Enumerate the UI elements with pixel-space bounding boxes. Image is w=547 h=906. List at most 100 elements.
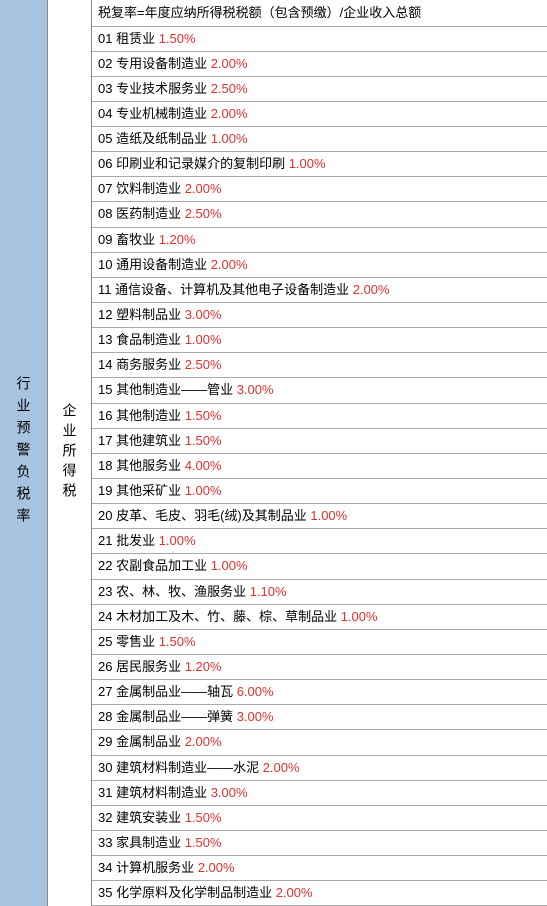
category-label: 行业预警负税率 [14, 376, 34, 530]
row-number: 19 [98, 483, 116, 498]
table-row: 06 印刷业和记录媒介的复制印刷 1.00% [92, 152, 547, 177]
tax-rate: 1.00% [185, 483, 222, 498]
industry-label: 计算机服务业 [116, 860, 198, 875]
table-row: 10 通用设备制造业 2.00% [92, 253, 547, 278]
row-number: 28 [98, 709, 116, 724]
industry-label: 专业机械制造业 [116, 106, 211, 121]
row-number: 26 [98, 659, 116, 674]
table-row: 22 农副食品加工业 1.00% [92, 554, 547, 579]
tax-rate: 2.00% [185, 734, 222, 749]
row-number: 35 [98, 885, 116, 900]
category-column: 行业预警负税率 [0, 0, 48, 906]
tax-rate: 3.00% [237, 709, 274, 724]
row-number: 05 [98, 131, 116, 146]
table-row: 07 饮料制造业 2.00% [92, 177, 547, 202]
row-number: 23 [98, 584, 116, 599]
table-row: 21 批发业 1.00% [92, 529, 547, 554]
row-number: 02 [98, 56, 116, 71]
rows-container: 01 租赁业 1.50% 02 专用设备制造业 2.00% 03 专业技术服务业 2… [92, 27, 547, 906]
table-row: 33 家具制造业 1.50% [92, 831, 547, 856]
row-number: 12 [98, 307, 116, 322]
table-row: 09 畜牧业 1.20% [92, 228, 547, 253]
tax-rate: 1.50% [159, 31, 196, 46]
row-number: 14 [98, 357, 116, 372]
row-number: 21 [98, 533, 116, 548]
table-row: 04 专业机械制造业 2.00% [92, 102, 547, 127]
industry-label: 农副食品加工业 [116, 558, 211, 573]
table-row: 18 其他服务业 4.00% [92, 454, 547, 479]
industry-label: 建筑材料制造业 [116, 785, 211, 800]
industry-label: 商务服务业 [116, 357, 185, 372]
row-number: 20 [98, 508, 116, 523]
row-number: 01 [98, 31, 116, 46]
table-row: 19 其他采矿业 1.00% [92, 479, 547, 504]
tax-rate: 1.00% [341, 609, 378, 624]
row-number: 06 [98, 156, 116, 171]
row-number: 04 [98, 106, 116, 121]
tax-rate: 2.00% [211, 56, 248, 71]
industry-label: 塑料制品业 [116, 307, 185, 322]
row-number: 03 [98, 81, 116, 96]
industry-label: 其他服务业 [116, 458, 185, 473]
row-number: 22 [98, 558, 116, 573]
tax-rate: 1.10% [250, 584, 287, 599]
table-row: 35 化学原料及化学制品制造业 2.00% [92, 881, 547, 906]
row-number: 16 [98, 408, 116, 423]
industry-label: 居民服务业 [116, 659, 185, 674]
industry-label: 专业技术服务业 [116, 81, 211, 96]
tax-rate: 3.00% [185, 307, 222, 322]
table-row: 32 建筑安装业 1.50% [92, 806, 547, 831]
table-row: 14 商务服务业 2.50% [92, 353, 547, 378]
tax-rate: 1.00% [211, 131, 248, 146]
industry-label: 金属制品业——轴瓦 [116, 684, 237, 699]
industry-label: 农、林、牧、渔服务业 [116, 584, 250, 599]
tax-rate-table: 行业预警负税率 企业所得税 税复率=年度应纳所得税税额（包含预缴）/企业收入总额… [0, 0, 547, 906]
industry-label: 皮革、毛皮、羽毛(绒)及其制品业 [116, 508, 310, 523]
industry-label: 造纸及纸制品业 [116, 131, 211, 146]
table-row: 20 皮革、毛皮、羽毛(绒)及其制品业 1.00% [92, 504, 547, 529]
table-row: 15 其他制造业——管业 3.00% [92, 378, 547, 403]
table-row: 29 金属制品业 2.00% [92, 730, 547, 755]
table-row: 24 木材加工及木、竹、藤、棕、草制品业 1.00% [92, 605, 547, 630]
table-row: 31 建筑材料制造业 3.00% [92, 781, 547, 806]
industry-label: 通信设备、计算机及其他电子设备制造业 [115, 282, 353, 297]
tax-rate: 1.00% [211, 558, 248, 573]
tax-rate: 6.00% [237, 684, 274, 699]
tax-rate: 3.00% [211, 785, 248, 800]
industry-label: 其他制造业——管业 [116, 382, 237, 397]
table-row: 26 居民服务业 1.20% [92, 655, 547, 680]
table-row: 28 金属制品业——弹簧 3.00% [92, 705, 547, 730]
industry-label: 专用设备制造业 [116, 56, 211, 71]
tax-rate: 1.50% [185, 408, 222, 423]
formula-header: 税复率=年度应纳所得税税额（包含预缴）/企业收入总额 [92, 0, 547, 27]
row-number: 08 [98, 206, 116, 221]
tax-type-label: 企业所得税 [60, 403, 80, 503]
table-row: 34 计算机服务业 2.00% [92, 856, 547, 881]
tax-rate: 1.00% [185, 332, 222, 347]
row-number: 34 [98, 860, 116, 875]
row-number: 15 [98, 382, 116, 397]
tax-rate: 2.00% [276, 885, 313, 900]
row-number: 25 [98, 634, 116, 649]
row-number: 13 [98, 332, 116, 347]
tax-rate: 2.00% [263, 760, 300, 775]
industry-label: 木材加工及木、竹、藤、棕、草制品业 [116, 609, 341, 624]
tax-rate: 1.00% [159, 533, 196, 548]
industry-label: 金属制品业 [116, 734, 185, 749]
row-number: 09 [98, 232, 116, 247]
industry-label: 其他建筑业 [116, 433, 185, 448]
tax-rate: 1.20% [159, 232, 196, 247]
tax-rate: 2.00% [211, 106, 248, 121]
tax-rate: 1.50% [185, 433, 222, 448]
industry-label: 化学原料及化学制品制造业 [116, 885, 276, 900]
row-number: 07 [98, 181, 116, 196]
industry-label: 零售业 [116, 634, 159, 649]
tax-rate: 1.50% [185, 810, 222, 825]
table-row: 01 租赁业 1.50% [92, 27, 547, 52]
row-number: 24 [98, 609, 116, 624]
industry-label: 建筑安装业 [116, 810, 185, 825]
table-row: 16 其他制造业 1.50% [92, 404, 547, 429]
industry-label: 印刷业和记录媒介的复制印刷 [116, 156, 289, 171]
tax-rate: 4.00% [185, 458, 222, 473]
tax-rate: 2.00% [185, 181, 222, 196]
